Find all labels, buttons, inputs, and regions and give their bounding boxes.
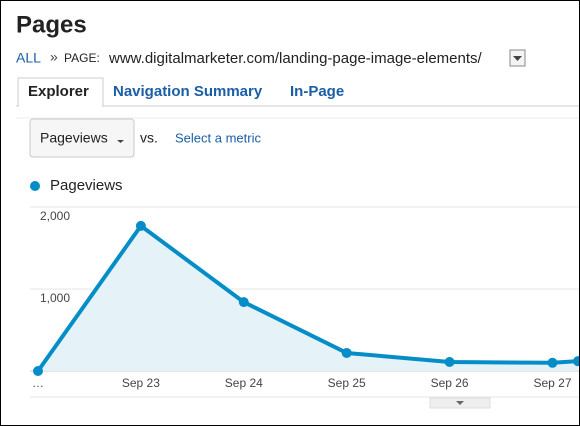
point — [33, 366, 43, 376]
y-tick-label: 1,000 — [40, 291, 70, 305]
point — [573, 356, 580, 367]
area — [38, 225, 578, 371]
legend-label: Pageviews — [50, 177, 123, 194]
compare-label: vs. — [140, 130, 158, 146]
scroll-handle[interactable] — [429, 397, 491, 409]
x-tick-label: Sep 26 — [431, 376, 469, 390]
x-tick-label: Sep 25 — [328, 376, 366, 390]
tab[interactable]: In-Page — [290, 83, 344, 100]
x-tick-label: Sep 24 — [225, 376, 263, 390]
point — [444, 356, 455, 367]
x-tick-label: Sep 27 — [533, 376, 571, 390]
tab[interactable]: Navigation Summary — [113, 83, 263, 100]
breadcrumb-value: www.digitalmarketer.com/landing-page-ima… — [108, 50, 483, 67]
legend-marker — [30, 181, 40, 191]
point — [341, 347, 352, 358]
breadcrumb-dropdown[interactable] — [509, 49, 526, 67]
page-title: Pages — [16, 11, 87, 38]
x-tick-label: Sep 23 — [122, 376, 160, 390]
point — [547, 357, 558, 368]
select-metric[interactable]: Select a metric — [175, 130, 261, 145]
point — [238, 297, 249, 308]
point — [135, 220, 146, 231]
metric-dropdown[interactable] — [29, 118, 135, 158]
x-tick-label: … — [32, 376, 44, 390]
breadcrumb-separator: » — [50, 49, 58, 65]
breadcrumb-label: PAGE: — [64, 51, 100, 65]
y-tick-label: 2,000 — [40, 209, 70, 223]
metric-label: Pageviews — [40, 130, 108, 146]
breadcrumb-root[interactable]: ALL — [16, 50, 41, 66]
tab[interactable]: Explorer — [28, 83, 89, 100]
